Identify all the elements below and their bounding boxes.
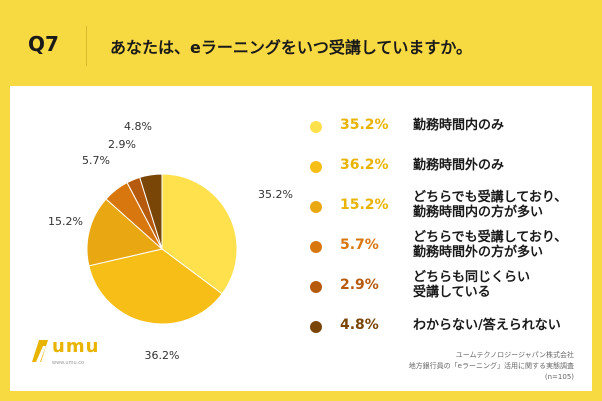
pie-chart: 35.2% 36.2% 15.2% 5.7% 2.9% 4.8% xyxy=(48,120,293,362)
pie-data-label-5: 2.9% xyxy=(108,138,136,151)
pie-data-label-3: 15.2% xyxy=(48,215,83,228)
legend-value: 2.9% xyxy=(340,277,379,293)
pie-data-label-1: 35.2% xyxy=(258,188,293,201)
legend-label: どちらでも受講しており、 勤務時間外の方が多い xyxy=(413,230,568,260)
legend-label: わからない/答えられない xyxy=(413,318,561,333)
legend-swatch xyxy=(310,121,322,133)
pie-slice-6 xyxy=(139,173,163,250)
legend-swatch xyxy=(310,321,322,333)
pie-data-label-4: 5.7% xyxy=(82,154,110,167)
question-title: あなたは、eラーニングをいつ受講していますか。 xyxy=(110,38,473,57)
pie-data-label-6: 4.8% xyxy=(124,120,152,133)
source-note: ユームテクノロジージャパン株式会社 地方銀行員の「eラーニング」活用に関する実態… xyxy=(409,350,574,383)
legend-swatch xyxy=(310,281,322,293)
legend-item-2: 36.2% 勤務時間外のみ xyxy=(310,156,590,196)
legend-swatch xyxy=(310,161,322,173)
logo-mark-icon xyxy=(32,340,48,362)
legend-swatch xyxy=(310,201,322,213)
pie-data-label-2: 36.2% xyxy=(145,349,180,362)
logo-url: www.umu.co xyxy=(52,360,85,366)
legend-label: どちらも同じくらい 受講している xyxy=(413,270,531,300)
chart-card: 35.2% 36.2% 15.2% 5.7% 2.9% 4.8% 35.2% 勤務時間内のみ… xyxy=(10,86,592,391)
legend-value: 4.8% xyxy=(340,317,379,333)
umu-logo: umu www.umu.co xyxy=(30,336,98,368)
pie-slice-3 xyxy=(86,198,164,267)
legend-label: どちらでも受講しており、 勤務時間内の方が多い xyxy=(413,190,568,220)
legend-item-4: 5.7% どちらでも受講しており、 勤務時間外の方が多い xyxy=(310,230,590,276)
pie-slice-1 xyxy=(161,173,238,295)
legend-value: 35.2% xyxy=(340,117,389,133)
source-sample-size: (n=105) xyxy=(544,373,574,381)
legend-value: 15.2% xyxy=(340,197,389,213)
question-number: Q7 xyxy=(28,32,59,56)
legend-item-6: 4.8% わからない/答えられない xyxy=(310,316,590,356)
logo-text: umu xyxy=(52,336,100,357)
header-divider xyxy=(86,26,87,66)
source-company: ユームテクノロジージャパン株式会社 xyxy=(455,351,574,359)
source-survey: 地方銀行員の「eラーニング」活用に関する実態調査 xyxy=(408,362,574,370)
legend-label: 勤務時間内のみ xyxy=(413,118,505,133)
legend-value: 5.7% xyxy=(340,237,379,253)
legend-label: 勤務時間外のみ xyxy=(413,158,505,173)
legend-item-5: 2.9% どちらも同じくらい 受講している xyxy=(310,270,590,316)
pie-slice-2 xyxy=(88,248,223,325)
legend-swatch xyxy=(310,241,322,253)
legend-value: 36.2% xyxy=(340,157,389,173)
legend-item-1: 35.2% 勤務時間内のみ xyxy=(310,116,590,156)
legend-item-3: 15.2% どちらでも受講しており、 勤務時間内の方が多い xyxy=(310,190,590,236)
